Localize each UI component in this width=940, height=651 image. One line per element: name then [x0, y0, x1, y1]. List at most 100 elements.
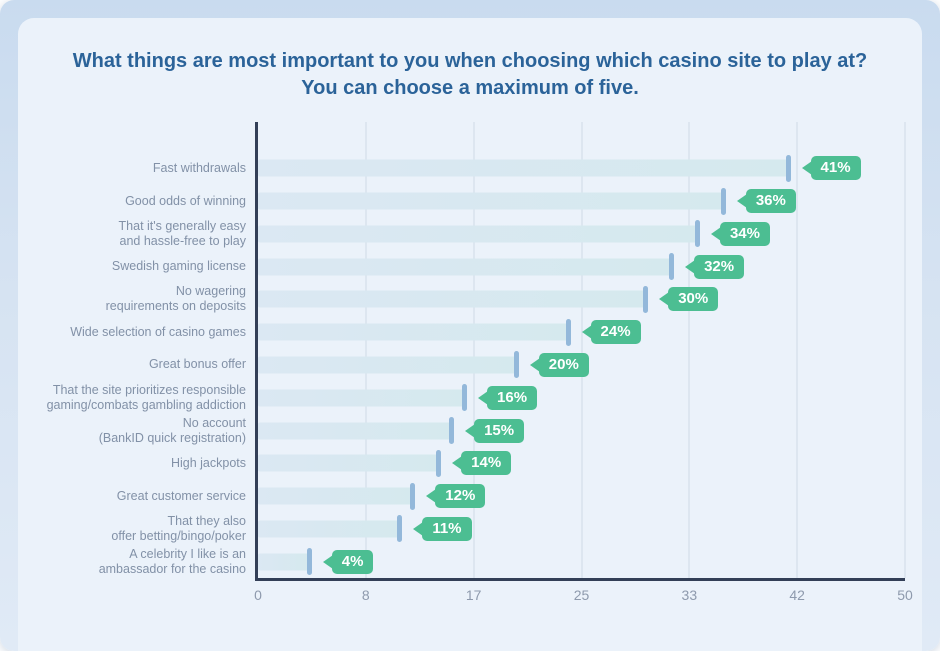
badge-arrow-icon: [736, 194, 747, 209]
gridline: [365, 122, 367, 578]
value-badge-label: 20%: [538, 352, 589, 377]
value-badge-label: 41%: [810, 156, 861, 181]
category-label: That it's generally easy and hassle-free…: [118, 218, 246, 248]
gridline: [581, 122, 582, 578]
bar-end-cap: [669, 253, 675, 281]
bar-end-cap: [720, 187, 726, 215]
row-plot: 41%: [258, 152, 905, 185]
chart-row: That the site prioritizes responsible ga…: [18, 381, 905, 414]
row-plot: 30%: [258, 283, 905, 316]
bar: [258, 187, 726, 215]
value-badge: 14%: [452, 451, 512, 476]
value-badge: 34%: [710, 221, 770, 246]
x-axis-line: [255, 578, 905, 581]
chart-row: No account (BankID quick registration) 1…: [18, 414, 905, 447]
bar-end-cap: [462, 384, 468, 412]
value-badge-label: 14%: [461, 451, 512, 476]
category-label: Swedish gaming license: [111, 259, 246, 274]
bar: [258, 285, 649, 313]
value-badge: 36%: [736, 189, 796, 214]
category-label: That they also offer betting/bingo/poker: [111, 513, 246, 543]
category-label: Great bonus offer: [148, 357, 246, 372]
row-plot: 32%: [258, 250, 905, 283]
value-badge: 11%: [413, 516, 472, 541]
x-axis-ticks: 0 8 17 25 33 42 50: [254, 586, 913, 604]
chart-row: Good odds of winning 36%: [18, 185, 905, 218]
value-badge: 12%: [426, 484, 486, 509]
chart-row: Wide selection of casino games 24%: [18, 316, 905, 349]
bar: [258, 548, 312, 576]
category-label: Great customer service: [116, 488, 246, 503]
chart-row: Great customer service 12%: [18, 480, 905, 513]
row-plot: 20%: [258, 349, 905, 382]
chart-row: That it's generally easy and hassle-free…: [18, 218, 905, 251]
badge-arrow-icon: [710, 226, 721, 241]
chart-row: A celebrity I like is an ambassador for …: [18, 545, 905, 578]
value-badge: 24%: [581, 320, 641, 345]
gridline: [904, 122, 906, 578]
value-badge-label: 30%: [668, 287, 719, 312]
category-label: No wagering requirements on deposits: [105, 284, 246, 314]
row-plot: 4%: [258, 545, 905, 578]
x-tick-label: 42: [789, 587, 805, 603]
bar: [258, 253, 675, 281]
x-tick-label: 50: [897, 587, 913, 603]
category-label: High jackpots: [170, 455, 246, 470]
badge-arrow-icon: [413, 521, 424, 536]
bar: [258, 515, 403, 543]
row-plot: 24%: [258, 316, 905, 349]
value-badge-label: 34%: [719, 221, 770, 246]
bar: [258, 220, 700, 248]
gridline: [688, 122, 690, 578]
value-badge-label: 24%: [590, 320, 641, 345]
value-badge-label: 12%: [435, 484, 486, 509]
value-badge-label: 11%: [422, 516, 472, 541]
bar-end-cap: [449, 417, 455, 444]
x-tick-label: 0: [254, 587, 262, 603]
value-badge-label: 15%: [474, 418, 525, 443]
badge-arrow-icon: [529, 357, 540, 372]
bar: [258, 449, 442, 477]
badge-arrow-icon: [478, 390, 489, 405]
chart-row: Great bonus offer 20%: [18, 349, 905, 382]
value-badge: 41%: [801, 156, 861, 181]
x-tick-label: 17: [465, 587, 482, 603]
row-plot: 16%: [258, 381, 905, 414]
row-plot: 14%: [258, 447, 905, 480]
badge-arrow-icon: [465, 423, 476, 438]
chart-row: Swedish gaming license 32%: [18, 250, 905, 283]
row-plot: 12%: [258, 480, 905, 513]
value-badge: 16%: [478, 385, 538, 410]
bar: [258, 318, 571, 346]
bar-end-cap: [785, 154, 791, 182]
bar-chart: Fast withdrawals 41% Good odds of winnin…: [18, 122, 913, 651]
gridline: [473, 122, 475, 578]
chart-row: That they also offer betting/bingo/poker…: [18, 512, 905, 545]
bar-end-cap: [565, 318, 571, 346]
category-label: Good odds of winning: [125, 193, 246, 208]
plot-area: [255, 122, 906, 581]
row-plot: 11%: [258, 512, 905, 545]
badge-arrow-icon: [452, 456, 463, 471]
bar-end-cap: [397, 515, 403, 543]
value-badge-label: 4%: [331, 549, 374, 574]
row-plot: 15%: [258, 414, 905, 447]
row-plot: 34%: [258, 218, 905, 251]
bar: [258, 351, 519, 379]
category-label: Wide selection of casino games: [70, 324, 246, 339]
chart-row: Fast withdrawals 41%: [18, 152, 905, 185]
category-label: That the site prioritizes responsible ga…: [46, 382, 246, 412]
chart-row: No wagering requirements on deposits 30%: [18, 283, 905, 316]
value-badge: 4%: [322, 549, 374, 574]
row-plot: 36%: [258, 185, 905, 218]
chart-rows: Fast withdrawals 41% Good odds of winnin…: [18, 122, 905, 578]
x-tick-label: 25: [573, 587, 590, 603]
bar: [258, 482, 416, 510]
gridline: [796, 122, 798, 578]
value-badge-label: 32%: [694, 254, 745, 279]
chart-card: What things are most important to you wh…: [18, 18, 922, 651]
bar: [258, 384, 468, 412]
badge-arrow-icon: [659, 292, 670, 307]
badge-arrow-icon: [426, 489, 437, 504]
chart-row: High jackpots 14%: [18, 447, 905, 480]
